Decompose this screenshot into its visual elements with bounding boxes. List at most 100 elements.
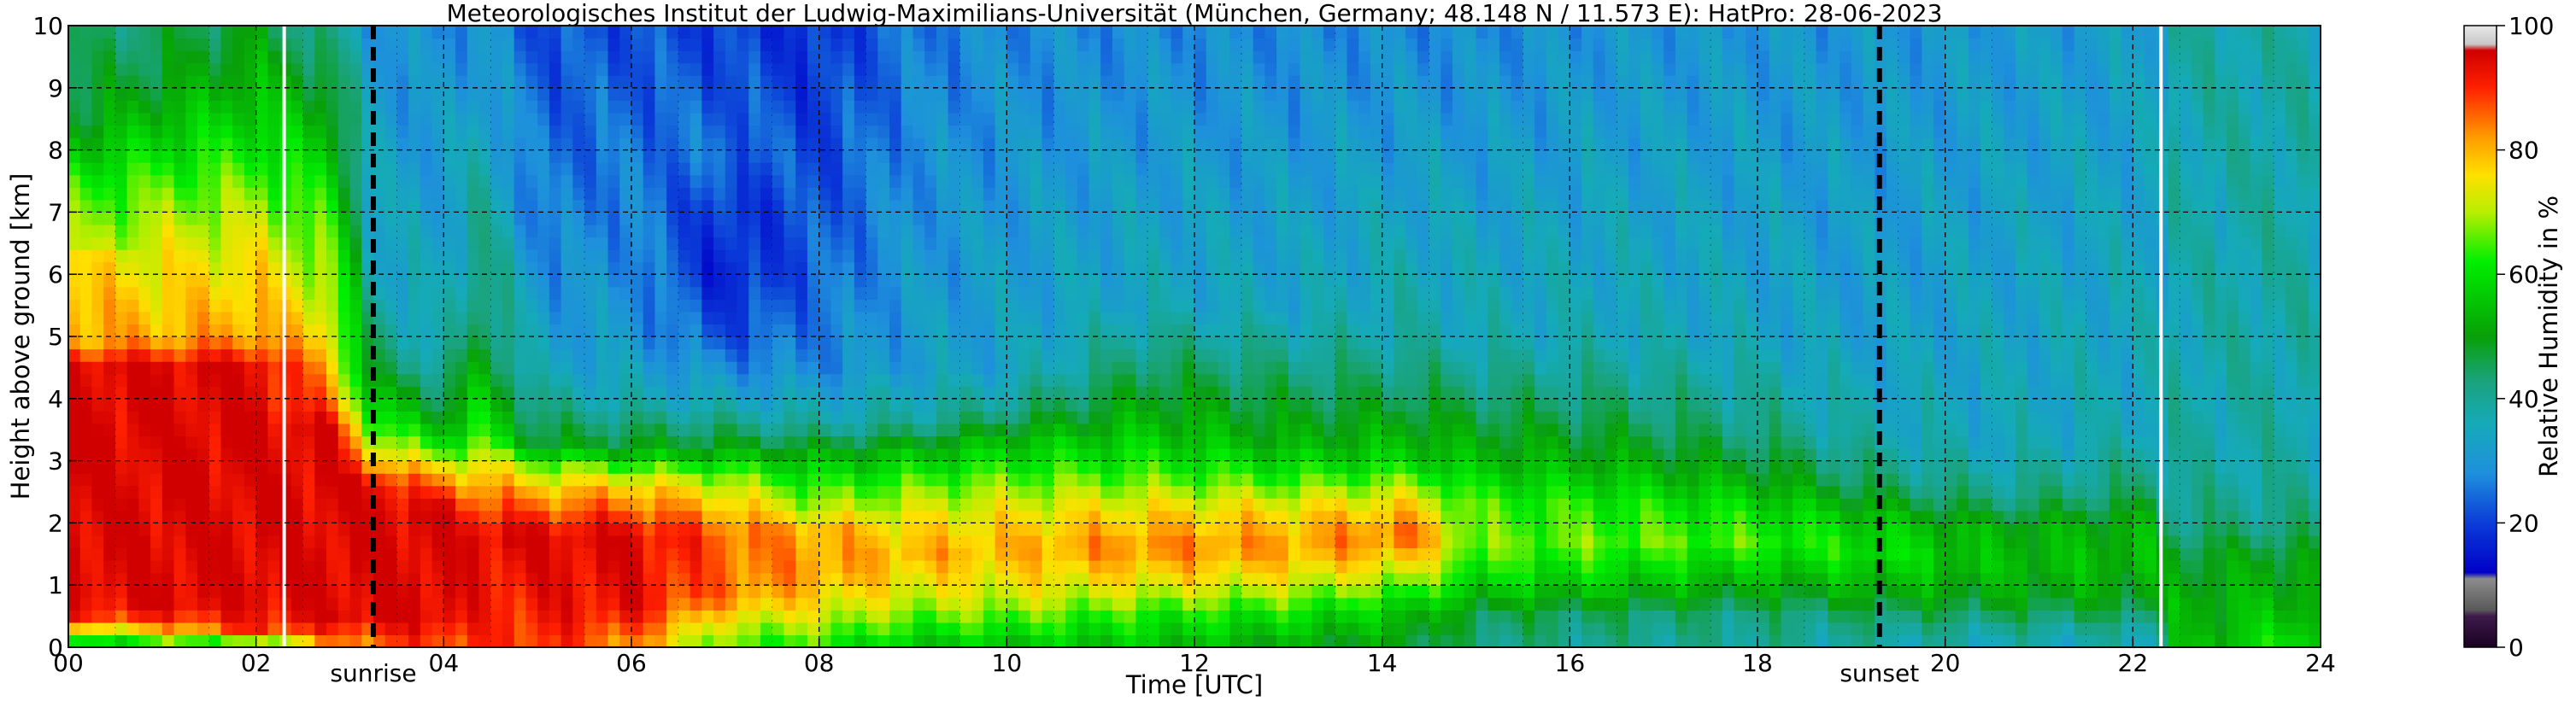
heatmap-cell <box>807 225 819 237</box>
heatmap-cell <box>666 50 678 63</box>
heatmap-cell <box>889 610 901 622</box>
heatmap-cell <box>244 287 256 300</box>
heatmap-cell <box>80 274 92 287</box>
heatmap-cell <box>1088 212 1100 225</box>
heatmap-cell <box>385 435 397 448</box>
heatmap-cell <box>220 287 232 300</box>
heatmap-cell <box>807 287 819 300</box>
heatmap-cell <box>408 486 420 499</box>
heatmap-cell <box>995 88 1007 101</box>
heatmap-cell <box>1077 137 1089 150</box>
heatmap-cell <box>795 473 807 486</box>
heatmap-cell <box>502 50 514 63</box>
heatmap-cell <box>127 150 139 163</box>
heatmap-cell <box>760 200 772 213</box>
heatmap-cell <box>737 523 749 535</box>
heatmap-cell <box>983 249 995 262</box>
heatmap-cell <box>385 424 397 436</box>
heatmap-cell <box>854 125 866 137</box>
heatmap-cell <box>479 175 491 188</box>
heatmap-cell <box>772 75 784 88</box>
heatmap-cell <box>220 63 232 76</box>
heatmap-cell <box>795 374 807 387</box>
heatmap-cell <box>432 548 444 561</box>
heatmap-cell <box>666 200 678 213</box>
heatmap-cell <box>701 287 713 300</box>
heatmap-cell <box>1100 435 1112 448</box>
heatmap-cell <box>162 88 174 101</box>
heatmap-cell <box>68 175 80 188</box>
heatmap-cell <box>772 212 784 225</box>
heatmap-cell <box>91 448 103 461</box>
heatmap-cell <box>842 622 854 635</box>
heatmap-cell <box>866 287 878 300</box>
heatmap-cell <box>291 212 303 225</box>
heatmap-cell <box>537 498 549 511</box>
heatmap-cell <box>959 262 971 275</box>
heatmap-cell <box>608 125 620 137</box>
heatmap-cell <box>80 324 92 336</box>
heatmap-cell <box>490 610 502 622</box>
heatmap-cell <box>596 187 608 200</box>
heatmap-cell <box>783 535 795 548</box>
heatmap-cell <box>619 200 631 213</box>
heatmap-cell <box>1077 175 1089 188</box>
heatmap-cell <box>807 411 819 424</box>
heatmap-cell <box>514 634 526 647</box>
heatmap-cell <box>1088 187 1100 200</box>
heatmap-cell <box>678 75 690 88</box>
heatmap-cell <box>983 200 995 213</box>
heatmap-cell <box>1124 435 1136 448</box>
heatmap-cell <box>479 162 491 175</box>
heatmap-cell <box>1206 573 1218 586</box>
heatmap-cell <box>1053 225 1065 237</box>
heatmap-cell <box>561 634 573 647</box>
heatmap-cell <box>68 324 80 336</box>
heatmap-cell <box>783 225 795 237</box>
heatmap-cell <box>396 187 408 200</box>
heatmap-cell <box>701 212 713 225</box>
heatmap-cell <box>1194 26 1206 38</box>
heatmap-cell <box>185 349 197 362</box>
heatmap-cell <box>1229 486 1241 499</box>
heatmap-cell <box>127 435 139 448</box>
heatmap-cell <box>807 324 819 336</box>
heatmap-cell <box>725 225 737 237</box>
heatmap-cell <box>1124 262 1136 275</box>
heatmap-cell <box>138 411 150 424</box>
heatmap-cell <box>1077 461 1089 474</box>
heatmap-cell <box>396 386 408 399</box>
heatmap-cell <box>983 162 995 175</box>
heatmap-cell <box>713 299 725 312</box>
heatmap-cell <box>725 424 737 436</box>
heatmap-cell <box>244 150 256 163</box>
heatmap-cell <box>303 262 315 275</box>
heatmap-cell <box>209 249 221 262</box>
heatmap-cell <box>1053 262 1065 275</box>
heatmap-cell <box>690 548 702 561</box>
heatmap-cell <box>561 63 573 76</box>
heatmap-cell <box>103 598 115 611</box>
heatmap-cell <box>901 63 913 76</box>
heatmap-cell <box>490 324 502 336</box>
heatmap-cell <box>748 399 760 412</box>
heatmap-cell <box>197 461 209 474</box>
heatmap-cell <box>854 598 866 611</box>
heatmap-cell <box>1088 411 1100 424</box>
heatmap-cell <box>654 75 666 88</box>
heatmap-cell <box>432 399 444 412</box>
heatmap-cell <box>631 511 643 523</box>
heatmap-cell <box>80 535 92 548</box>
heatmap-cell <box>783 100 795 113</box>
heatmap-cell <box>1229 473 1241 486</box>
heatmap-cell <box>866 473 878 486</box>
heatmap-cell <box>1030 287 1042 300</box>
heatmap-cell <box>549 324 561 336</box>
heatmap-cell <box>408 26 420 38</box>
heatmap-cell <box>443 585 455 598</box>
heatmap-cell <box>443 38 455 51</box>
heatmap-cell <box>877 75 889 88</box>
heatmap-cell <box>408 498 420 511</box>
heatmap-cell <box>350 435 362 448</box>
heatmap-cell <box>643 511 655 523</box>
